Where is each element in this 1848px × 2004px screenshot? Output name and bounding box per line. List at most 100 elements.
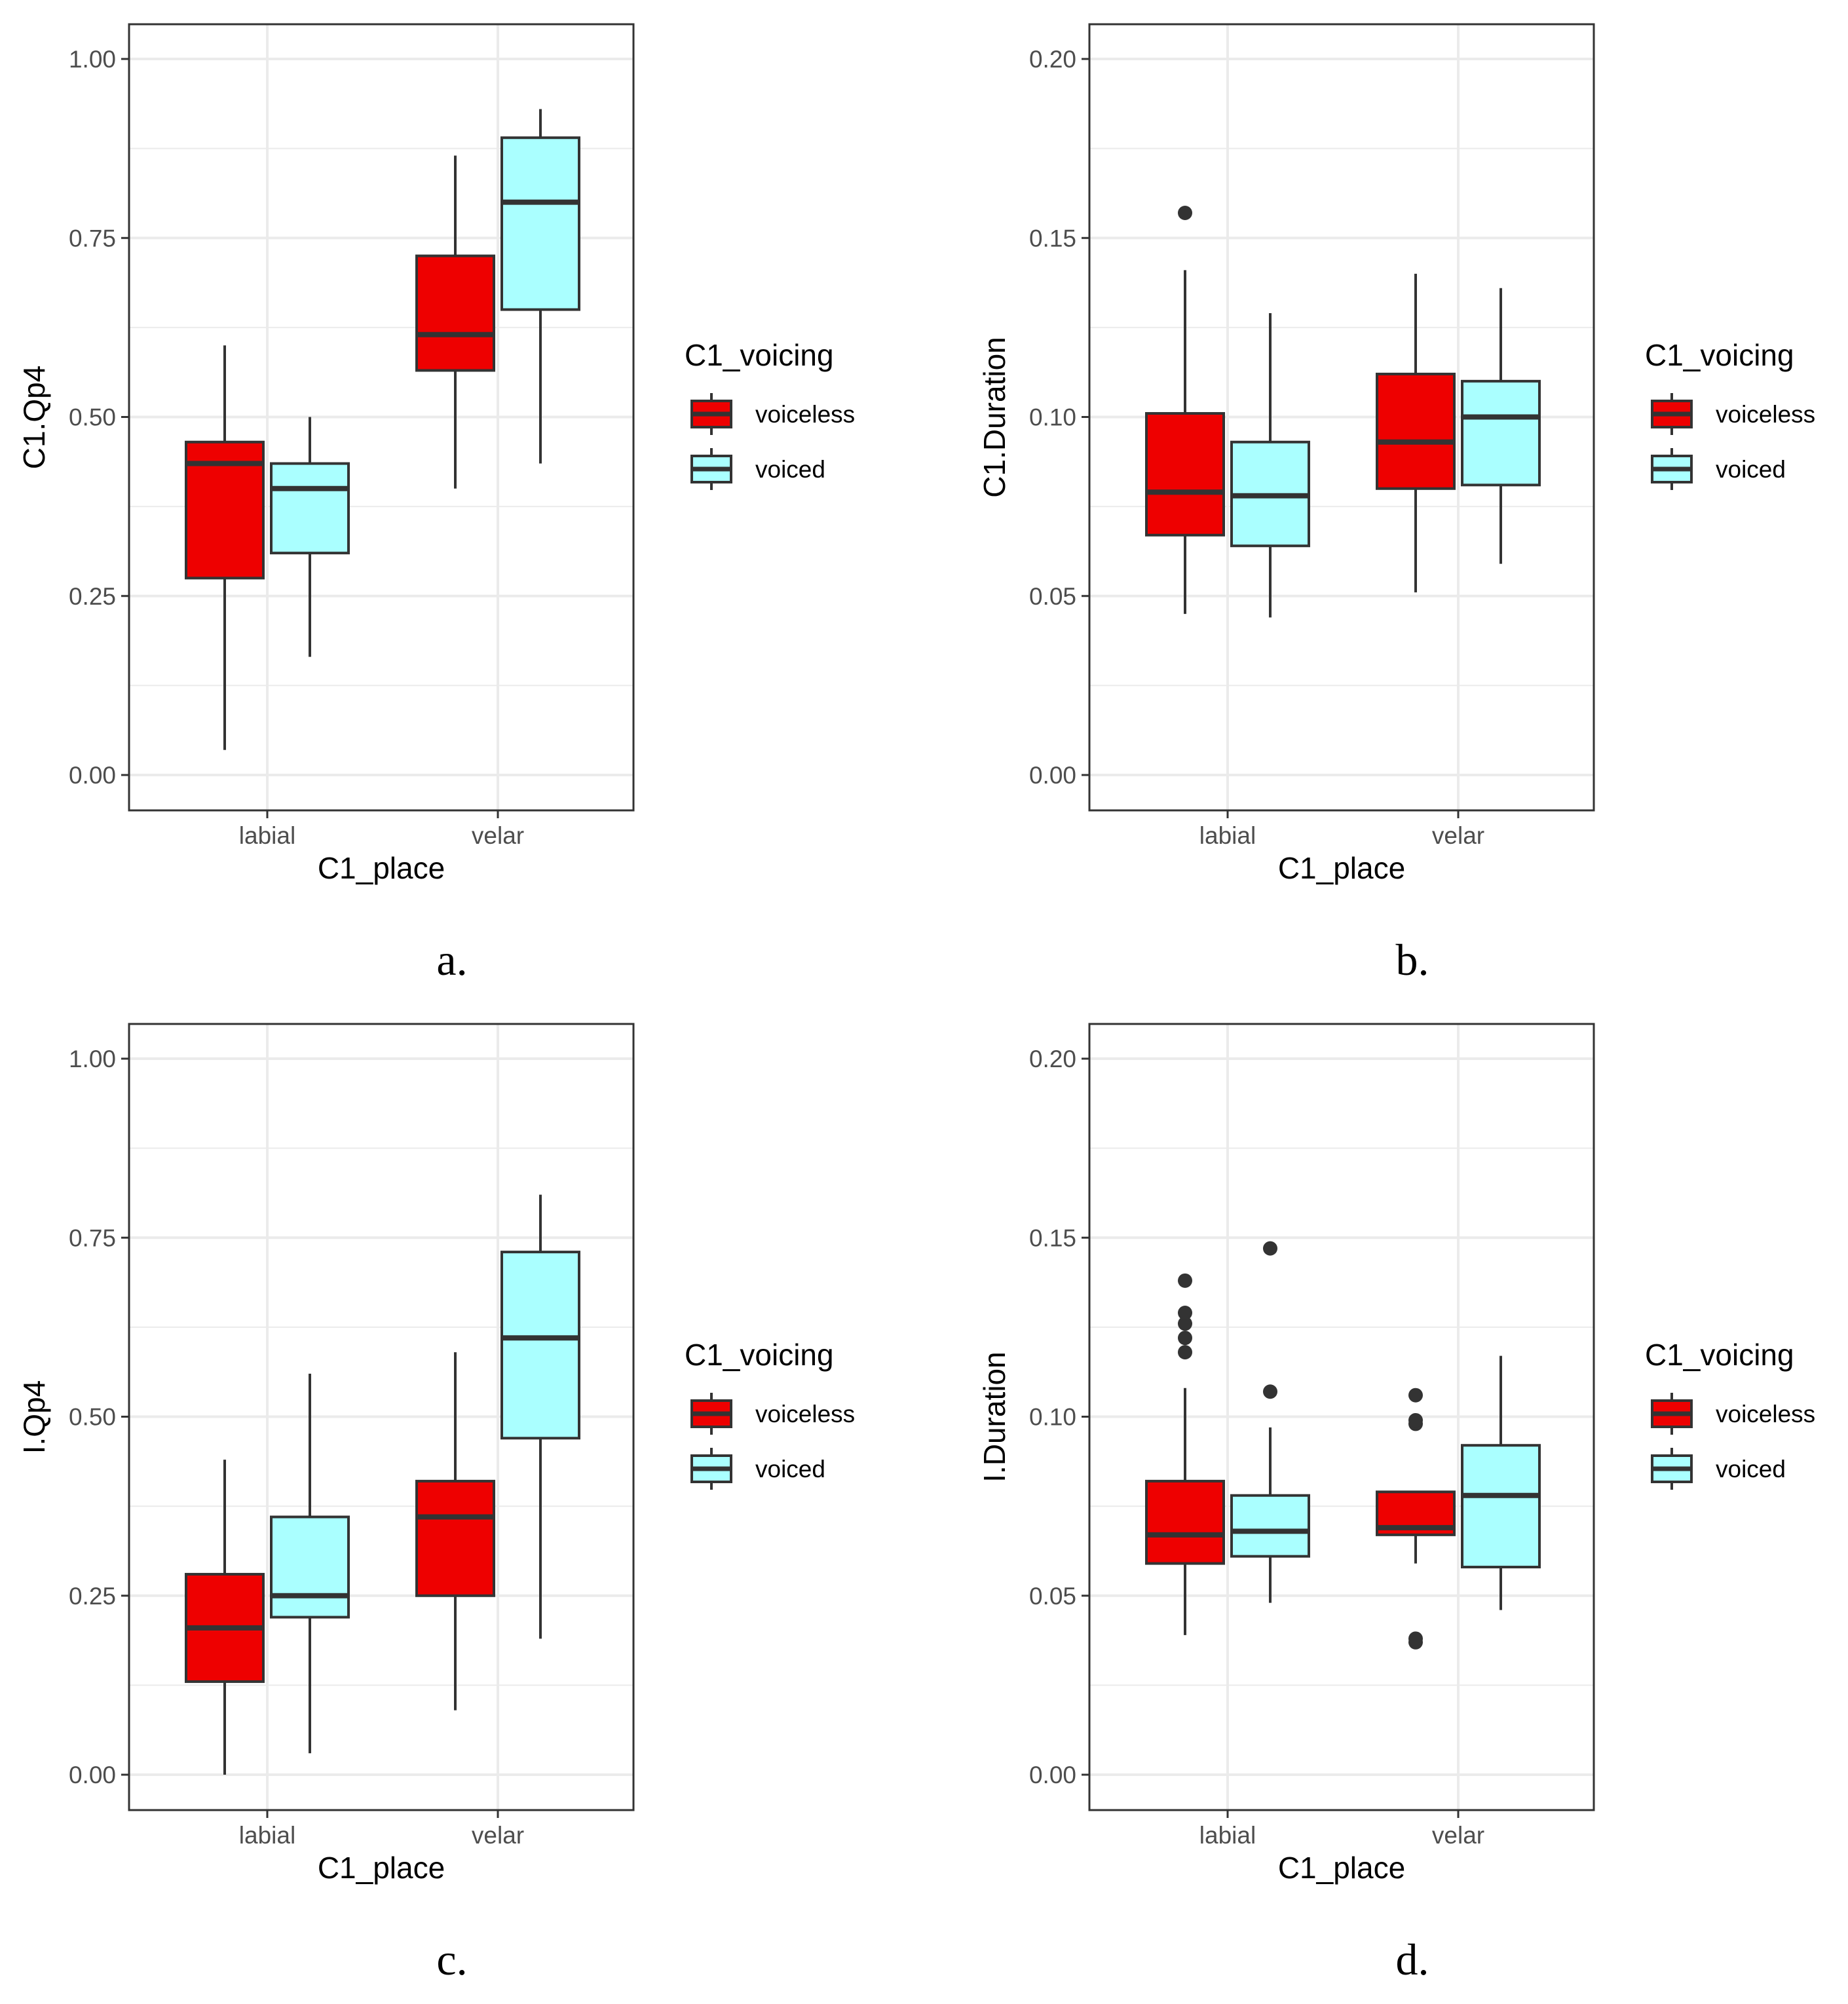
chart-panel-1: 0.00 0.25 0.50 0.75 1.00 labial velar C1_place C… <box>17 23 855 985</box>
legend-label: voiceless <box>1716 401 1815 428</box>
outlier-point <box>1178 1306 1192 1321</box>
box-voiceless-velar <box>415 155 495 489</box>
x-axis-title: C1_place <box>318 851 445 885</box>
panel-caption: d. <box>1396 1935 1429 1984</box>
legend-key-voiced <box>690 448 732 490</box>
box-voiceless-labial <box>1145 1273 1225 1635</box>
box-iqr <box>415 254 495 372</box>
legend-title: C1_voicing <box>1645 338 1794 372</box>
box-voiceless-velar <box>1376 1388 1456 1650</box>
legend-key-voiceless <box>690 1393 732 1435</box>
outlier-point <box>1408 1388 1423 1403</box>
y-tick-label: 0.00 <box>1029 1762 1076 1788</box>
y-axis-title: C1.Qp4 <box>17 366 51 470</box>
x-axis-title: C1_place <box>1278 851 1405 885</box>
box-voiced-velar <box>1461 288 1541 564</box>
legend-key-voiced <box>1651 1448 1693 1490</box>
y-tick-label: 0.20 <box>1029 46 1076 73</box>
outlier-point <box>1263 1384 1277 1399</box>
x-tick-label: labial <box>1199 1822 1256 1849</box>
y-tick-label: 0.20 <box>1029 1046 1076 1072</box>
y-tick-label: 0.50 <box>69 1404 116 1431</box>
y-tick-label: 0.00 <box>69 1762 116 1788</box>
y-tick-label: 0.10 <box>1029 404 1076 431</box>
chart-panel-2: 0.00 0.05 0.10 0.15 0.20 labial velar C1_place C… <box>977 23 1815 985</box>
outlier-point <box>1178 1331 1192 1346</box>
outlier-point <box>1178 1316 1192 1331</box>
box-voiced-velar <box>500 109 580 464</box>
box-iqr <box>1461 1444 1541 1569</box>
legend-title: C1_voicing <box>685 338 834 372</box>
box-iqr <box>500 136 580 311</box>
y-tick-label: 0.00 <box>69 762 116 789</box>
legend-key-voiceless <box>690 393 732 435</box>
box-voiced-labial <box>270 417 350 657</box>
y-tick-label: 0.00 <box>1029 762 1076 789</box>
legend-label: voiceless <box>755 401 855 428</box>
y-tick-label: 0.05 <box>1029 583 1076 610</box>
y-tick-label: 0.50 <box>69 404 116 431</box>
box-voiced-velar <box>500 1194 580 1639</box>
box-iqr <box>1461 379 1541 487</box>
y-axis-title: I.Qp4 <box>17 1380 51 1454</box>
box-iqr <box>415 1479 495 1597</box>
outlier-point <box>1178 1345 1192 1360</box>
legend-key-voiceless <box>1651 1393 1693 1435</box>
box-iqr <box>500 1251 580 1440</box>
legend-label: voiced <box>1716 1456 1786 1483</box>
legend: C1_voicing voiceless voiced <box>685 338 855 490</box>
y-tick-label: 0.15 <box>1029 1224 1076 1251</box>
x-tick-label: velar <box>1432 822 1484 849</box>
legend-label: voiced <box>755 1456 825 1483</box>
box-voiceless-labial <box>185 345 265 750</box>
y-tick-label: 0.75 <box>69 225 116 252</box>
legend-key-voiced <box>1651 448 1693 490</box>
outlier-point <box>1178 205 1192 220</box>
legend-key-voiced <box>690 1448 732 1490</box>
y-axis-title: I.Duration <box>977 1352 1011 1482</box>
box-iqr <box>270 462 350 555</box>
x-tick-label: labial <box>1199 822 1256 849</box>
box-voiced-velar <box>1461 1355 1541 1610</box>
box-iqr <box>1376 372 1456 490</box>
box-iqr <box>1145 1479 1225 1565</box>
box-iqr <box>1145 412 1225 537</box>
legend-key-voiceless <box>1651 393 1693 435</box>
outlier-point <box>1408 1412 1423 1427</box>
box-iqr <box>270 1515 350 1619</box>
box-voiced-labial <box>270 1373 350 1754</box>
x-tick-label: velar <box>1432 1822 1484 1849</box>
box-voiced-labial <box>1230 1241 1310 1603</box>
legend-title: C1_voicing <box>1645 1338 1794 1372</box>
legend-label: voiced <box>1716 456 1786 483</box>
y-tick-label: 1.00 <box>69 46 116 73</box>
outlier-point <box>1178 1273 1192 1288</box>
y-axis-title: C1.Duration <box>977 337 1011 497</box>
x-axis-title: C1_place <box>318 1851 445 1885</box>
box-voiceless-velar <box>415 1352 495 1711</box>
box-voiceless-labial <box>1145 205 1225 614</box>
panel-caption: c. <box>436 1935 467 1984</box>
legend-title: C1_voicing <box>685 1338 834 1372</box>
legend-label: voiceless <box>1716 1401 1815 1427</box>
y-tick-label: 1.00 <box>69 1046 116 1072</box>
legend: C1_voicing voiceless voiced <box>1645 1338 1815 1490</box>
outlier-point <box>1263 1241 1277 1256</box>
y-tick-label: 0.15 <box>1029 225 1076 252</box>
panel-caption: a. <box>436 935 467 985</box>
y-tick-label: 0.25 <box>69 1583 116 1610</box>
x-tick-label: velar <box>472 822 524 849</box>
box-voiceless-velar <box>1376 273 1456 593</box>
x-tick-label: labial <box>239 1822 295 1849</box>
y-tick-label: 0.75 <box>69 1224 116 1251</box>
box-voiceless-labial <box>185 1460 265 1775</box>
chart-panel-3: 0.00 0.25 0.50 0.75 1.00 labial velar C1_place I… <box>17 1023 855 1984</box>
legend: C1_voicing voiceless voiced <box>685 1338 855 1490</box>
legend-label: voiceless <box>755 1401 855 1427</box>
panel-caption: b. <box>1396 935 1429 985</box>
legend-label: voiced <box>755 456 825 483</box>
x-tick-label: labial <box>239 822 295 849</box>
box-voiced-labial <box>1230 313 1310 618</box>
x-tick-label: velar <box>472 1822 524 1849</box>
